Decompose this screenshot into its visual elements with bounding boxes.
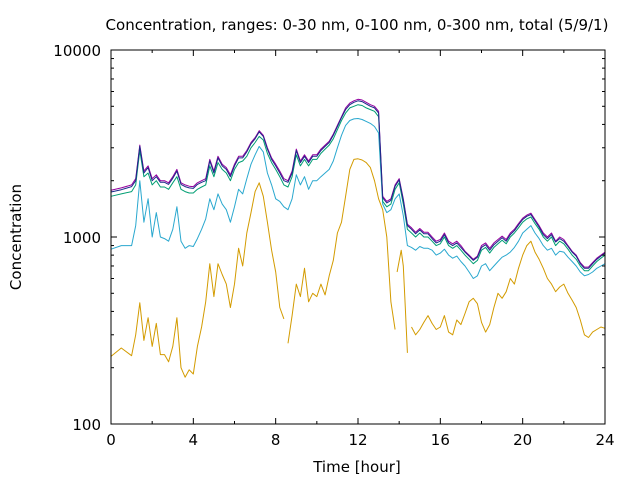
x-tick-label: 4 (189, 431, 199, 449)
series-layer (110, 98, 606, 378)
series-1-line-segment-2 (287, 158, 396, 344)
series-2-line-segment-1 (110, 118, 606, 279)
y-tick-label: 10000 (53, 42, 101, 60)
x-tick-label: 20 (513, 431, 532, 449)
series-1-line-segment-1 (110, 182, 285, 378)
series-3-line-segment-1 (110, 104, 606, 272)
series-4-line-segment-1 (110, 98, 606, 268)
x-tick-label: 12 (348, 431, 367, 449)
series-5-line-segment-1 (110, 100, 606, 269)
x-tick-label: 16 (431, 431, 450, 449)
chart-title: Concentration, ranges: 0-30 nm, 0-100 nm… (106, 16, 609, 34)
y-tick-label: 1000 (63, 229, 101, 247)
x-tick-label: 24 (595, 431, 614, 449)
x-tick-label: 8 (271, 431, 281, 449)
x-tick-label: 0 (106, 431, 116, 449)
y-tick-label: 100 (72, 416, 101, 434)
series-1-line-segment-4 (411, 240, 606, 338)
x-axis-label: Time [hour] (312, 458, 401, 476)
axis-layer: 0 4 8 12 16 20 24 100 1000 10000 (53, 42, 614, 449)
series-1-line-segment-3 (396, 249, 408, 353)
y-axis-label: Concentration (7, 184, 25, 290)
